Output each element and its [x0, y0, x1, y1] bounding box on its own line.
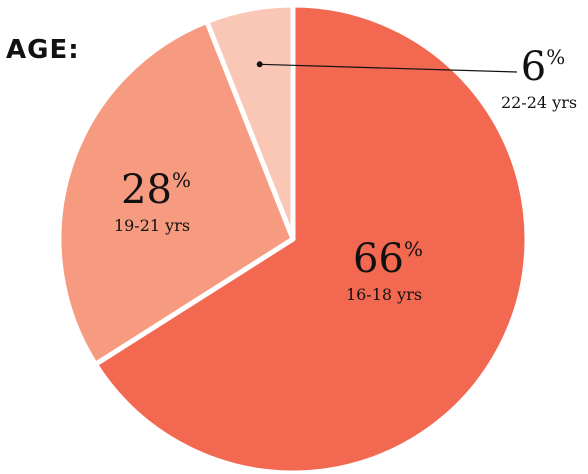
pie-labels: 66% 16-18 yrs 28% 19-21 yrs 6% 22-24 yrs: [114, 44, 577, 304]
leader-dot: [256, 61, 263, 68]
slice-category-label: 19-21 yrs: [114, 216, 190, 235]
pie-slice-16-18-yrs: [92, 2, 530, 474]
slice-category-label: 22-24 yrs: [501, 93, 577, 112]
slice-value-label: 66%: [353, 236, 423, 282]
pie-slices: [56, 2, 530, 474]
chart-title: AGE:: [6, 35, 80, 65]
slice-value-label: 28%: [121, 167, 191, 213]
pie-slice-22-24-yrs: [204, 2, 296, 242]
leader-line-22-24-yrs: [259, 63, 518, 73]
pie-slice-19-21-yrs: [56, 18, 296, 367]
slice-category-label: 16-18 yrs: [346, 285, 422, 304]
slice-value-label: 6%: [521, 44, 565, 90]
